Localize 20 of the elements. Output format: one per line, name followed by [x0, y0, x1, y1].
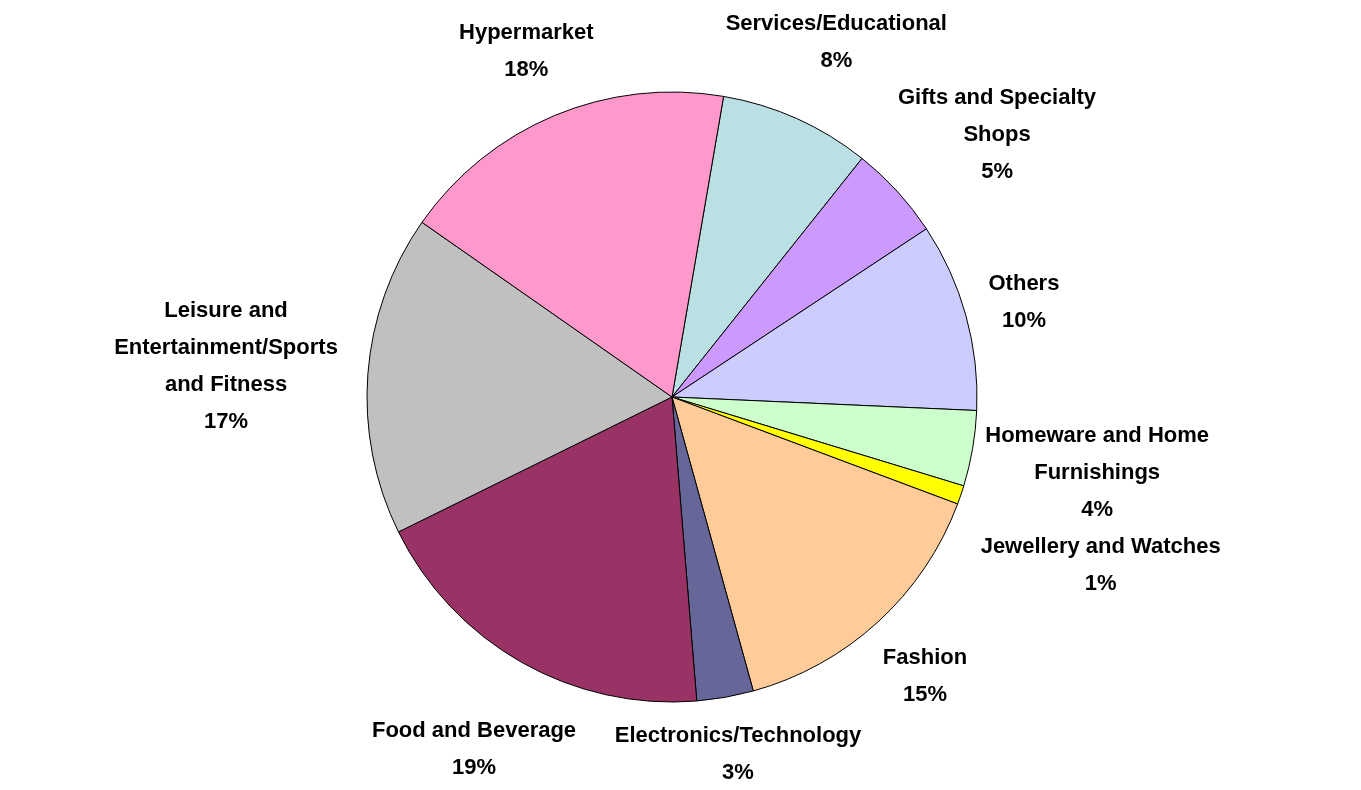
data-label: 3% [722, 758, 754, 784]
slice-label: Homeware and Home Furnishings [985, 422, 1210, 485]
slice-label: Gifts and Specialty Shops [898, 83, 1097, 146]
data-label: 17% [204, 407, 249, 433]
data-label: 18% [504, 55, 549, 81]
data-label: 1% [1084, 570, 1117, 596]
slice-label: Food and Beverage [371, 717, 577, 743]
data-label: 4% [1081, 496, 1114, 522]
slice-label: Fashion [882, 644, 968, 670]
slice-label: Leisure and Entertainment/Sports and Fitness [114, 296, 338, 396]
slice-label: Others [988, 270, 1060, 296]
data-label: 15% [903, 681, 948, 707]
slice-label: Hypermarket [459, 18, 595, 44]
slice-label: Services/Educational [725, 9, 947, 35]
data-label: 8% [820, 46, 853, 72]
data-label: 19% [452, 754, 497, 780]
data-label: 5% [981, 157, 1013, 183]
data-label: 10% [1001, 307, 1046, 333]
slice-label: Electronics/Technology [614, 721, 863, 747]
slice-label: Jewellery and Watches [980, 533, 1221, 559]
